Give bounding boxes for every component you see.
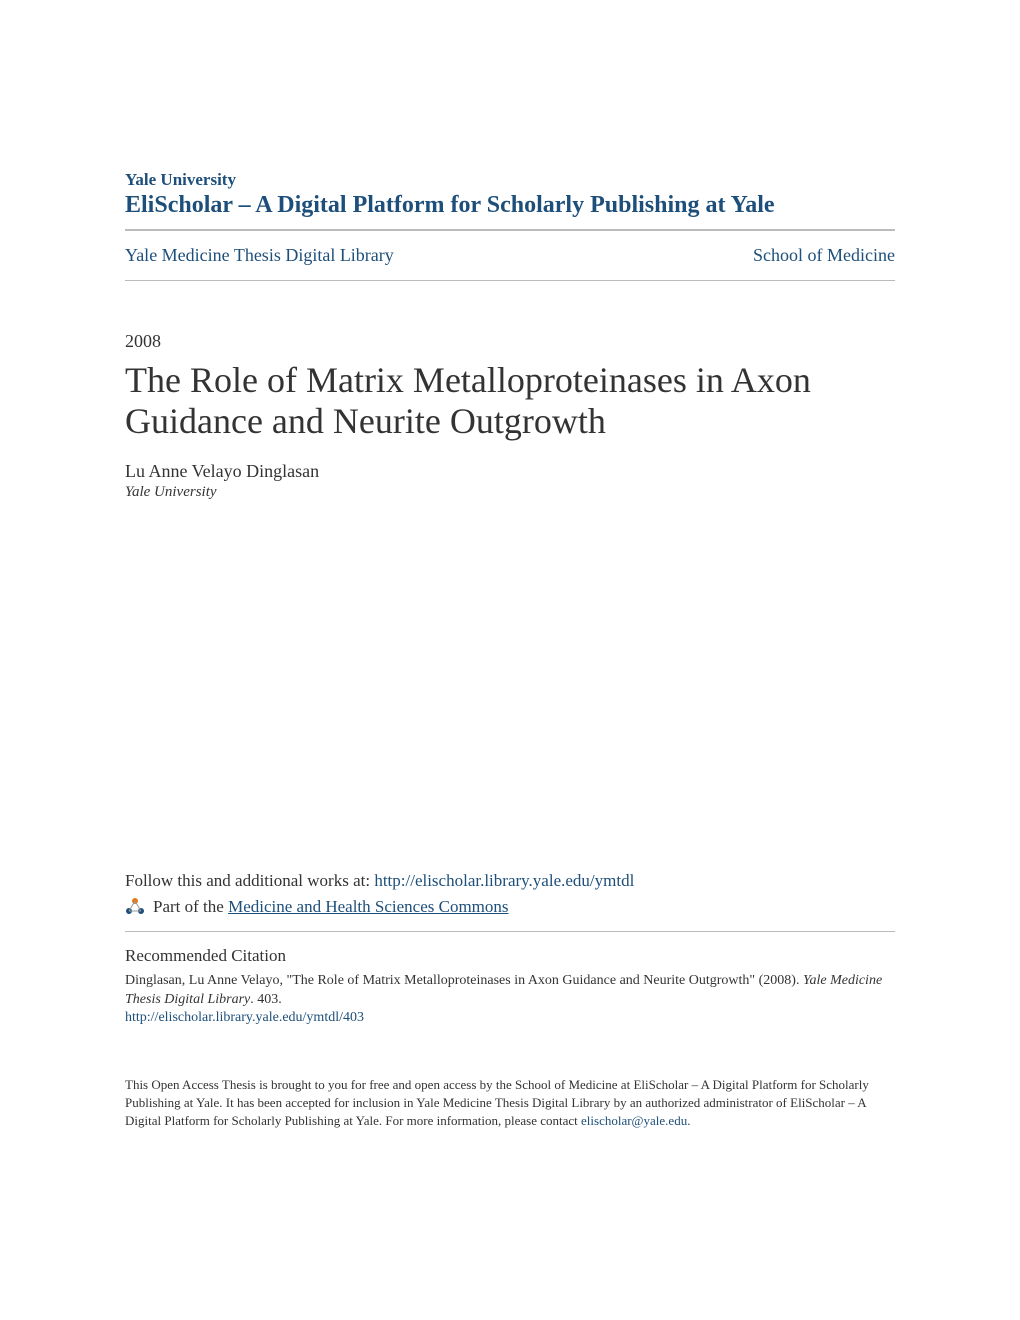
author-affiliation: Yale University: [125, 484, 895, 501]
platform-title[interactable]: EliScholar – A Digital Platform for Scho…: [125, 192, 895, 229]
follow-prefix: Follow this and additional works at:: [125, 871, 374, 890]
publication-year: 2008: [125, 331, 895, 352]
footer-section: This Open Access Thesis is brought to yo…: [125, 1076, 895, 1131]
header-section: Yale University EliScholar – A Digital P…: [125, 170, 895, 230]
follow-line: Follow this and additional works at: htt…: [125, 871, 895, 891]
citation-section: Recommended Citation Dinglasan, Lu Anne …: [125, 946, 895, 1026]
citation-heading: Recommended Citation: [125, 946, 895, 966]
footer-email-link[interactable]: elischolar@yale.edu: [581, 1113, 687, 1128]
paper-title: The Role of Matrix Metalloproteinases in…: [125, 360, 895, 443]
follow-section: Follow this and additional works at: htt…: [125, 871, 895, 932]
follow-url-link[interactable]: http://elischolar.library.yale.edu/ymtdl: [374, 871, 634, 890]
part-of-text: Part of the Medicine and Health Sciences…: [153, 897, 509, 917]
citation-text-2: . 403.: [250, 992, 282, 1007]
citation-text-1: Dinglasan, Lu Anne Velayo, "The Role of …: [125, 973, 803, 988]
author-name: Lu Anne Velayo Dinglasan: [125, 461, 895, 482]
footer-text-2: .: [687, 1113, 690, 1128]
network-icon: [125, 897, 145, 917]
footer-body: This Open Access Thesis is brought to yo…: [125, 1076, 895, 1131]
footer-text-1: This Open Access Thesis is brought to yo…: [125, 1077, 869, 1128]
nav-left-link[interactable]: Yale Medicine Thesis Digital Library: [125, 245, 394, 266]
university-label[interactable]: Yale University: [125, 170, 895, 190]
part-of-row: Part of the Medicine and Health Sciences…: [125, 897, 895, 932]
page-container: Yale University EliScholar – A Digital P…: [0, 0, 1020, 1190]
citation-url-link[interactable]: http://elischolar.library.yale.edu/ymtdl…: [125, 1010, 895, 1026]
nav-right-link[interactable]: School of Medicine: [753, 245, 895, 266]
citation-body: Dinglasan, Lu Anne Velayo, "The Role of …: [125, 972, 895, 1010]
commons-link[interactable]: Medicine and Health Sciences Commons: [228, 897, 508, 916]
part-of-prefix: Part of the: [153, 897, 228, 916]
nav-row: Yale Medicine Thesis Digital Library Sch…: [125, 230, 895, 281]
